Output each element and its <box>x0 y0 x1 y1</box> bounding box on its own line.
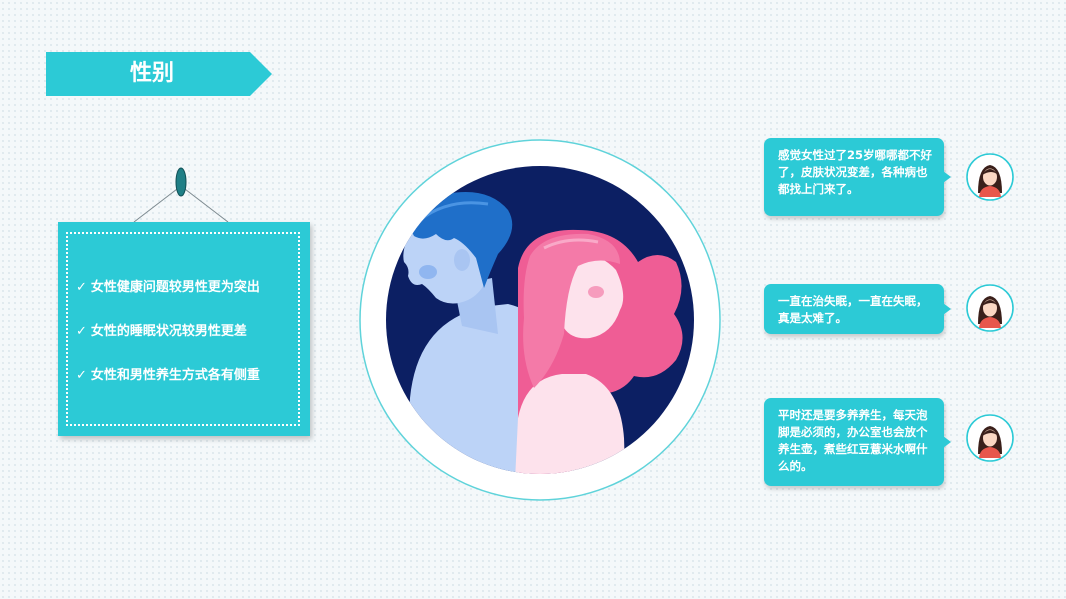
check-icon: ✓ <box>76 324 87 339</box>
list-item-text: 女性健康问题较男性更为突出 <box>90 280 260 295</box>
list-item: ✓ 女性和男性养生方式各有侧重 <box>76 354 260 398</box>
info-board: ✓ 女性健康问题较男性更为突出 ✓ 女性的睡眠状况较男性更差 ✓ 女性和男性养生方式各… <box>58 222 310 436</box>
avatar-woman-icon <box>966 153 1014 201</box>
check-icon: ✓ <box>76 280 87 295</box>
list-item-text: 女性和男性养生方式各有侧重 <box>90 368 260 383</box>
nail-icon <box>175 167 187 197</box>
comment-text: 平时还是要多养养生，每天泡脚是必须的，办公室也会放个养生壶，煮些红豆薏米水啊什么… <box>778 408 928 473</box>
list-item-text: 女性的睡眠状况较男性更差 <box>90 324 247 339</box>
title-banner: 性别 <box>46 52 272 96</box>
page-title: 性别 <box>129 61 174 86</box>
banner-arrow-shape <box>46 52 272 96</box>
man-hair <box>408 192 513 288</box>
board-list: ✓ 女性健康问题较男性更为突出 ✓ 女性的睡眠状况较男性更差 ✓ 女性和男性养生方式各… <box>76 266 260 398</box>
avatar-woman-icon <box>966 284 1014 332</box>
couple-illustration <box>359 139 721 501</box>
comment-bubble: 一直在治失眠，一直在失眠，真是太难了。 <box>764 284 951 334</box>
board-dotted-border <box>66 232 300 426</box>
comment-text: 一直在治失眠，一直在失眠，真是太难了。 <box>778 294 928 325</box>
comment-bubble: 感觉女性过了25岁哪哪都不好了，皮肤状况变差，各种病也都找上门来了。 <box>764 138 951 216</box>
avatar-woman-icon <box>966 414 1014 462</box>
hanging-wire <box>133 167 229 223</box>
list-item: ✓ 女性健康问题较男性更为突出 <box>76 266 260 310</box>
comment-text: 感觉女性过了25岁哪哪都不好了，皮肤状况变差，各种病也都找上门来了。 <box>778 148 933 196</box>
check-icon: ✓ <box>76 368 87 383</box>
comment-bubble: 平时还是要多养养生，每天泡脚是必须的，办公室也会放个养生壶，煮些红豆薏米水啊什么… <box>764 398 951 486</box>
list-item: ✓ 女性的睡眠状况较男性更差 <box>76 310 260 354</box>
